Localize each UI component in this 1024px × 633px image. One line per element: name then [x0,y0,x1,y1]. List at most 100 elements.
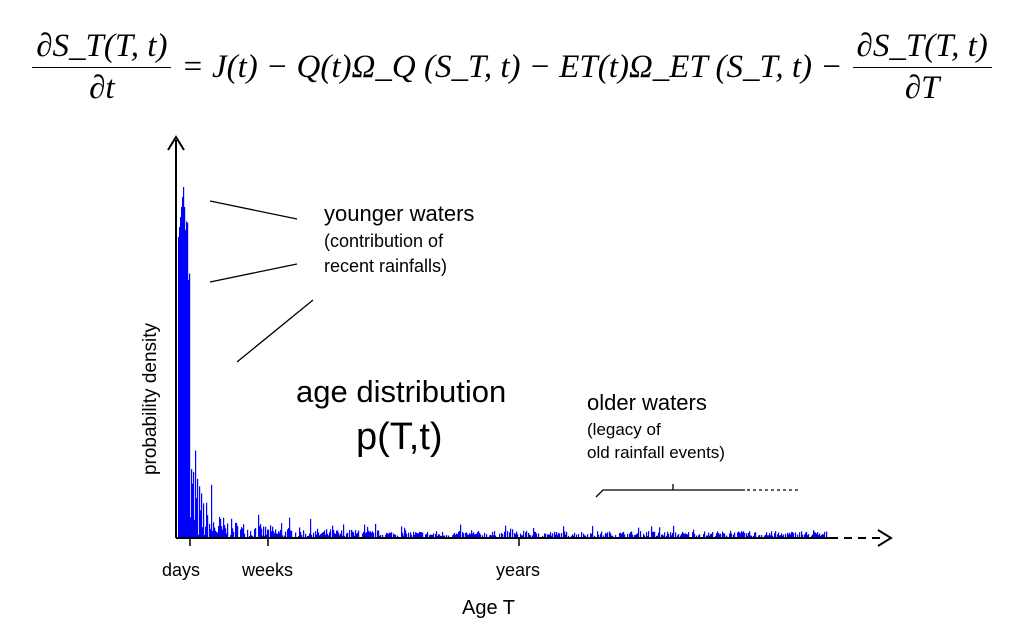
distribution-bar [504,531,506,537]
distribution-bar [193,471,195,537]
distribution-bar [280,529,282,537]
distribution-bar [311,534,313,537]
distribution-bar [477,532,479,537]
distribution-bar [279,532,281,537]
distribution-bar [804,534,806,537]
rhs-numerator: ∂S_T(T, t) [852,28,992,68]
distribution-bar [770,535,772,537]
distribution-bar [741,531,743,537]
distribution-bar [310,519,312,537]
distribution-bar [795,532,797,537]
distribution-bar [354,535,356,537]
distribution-bar [231,518,233,537]
distribution-bar [343,524,345,537]
distribution-bar [403,535,405,537]
distribution-bar [471,530,473,537]
distribution-bar [179,227,181,537]
distribution-bar [710,534,712,537]
distribution-bar [568,535,570,537]
distribution-bar [765,534,767,537]
distribution-bar [201,493,203,537]
distribution-bar [566,531,568,537]
distribution-bar [620,532,622,537]
distribution-bar [222,529,224,537]
distribution-bar [243,524,245,537]
distribution-bar [606,533,608,537]
distribution-bar [768,535,770,537]
distribution-bar [647,535,649,537]
distribution-bar [764,535,766,537]
distribution-bar [791,531,793,537]
distribution-bar [820,535,822,537]
distribution-bar [709,535,711,537]
distribution-bar [826,531,828,537]
distribution-bar [395,534,397,537]
distribution-bar [563,526,565,537]
distribution-bar [287,529,289,537]
distribution-bar [797,534,799,537]
distribution-bar [819,533,821,537]
distribution-bar [630,532,632,537]
distribution-bar [458,531,460,537]
distribution-bar [523,530,525,537]
distribution-bar [590,533,592,537]
distribution-bar [439,534,441,537]
distribution-bar [207,515,209,537]
distribution-bar [748,532,750,537]
distribution-bar [346,533,348,537]
tick-label-days: days [162,560,201,580]
x-axis-label: Age T [462,597,515,619]
distribution-bar [662,534,664,537]
distribution-bar [369,531,371,537]
younger-waters-sub1: (contribution of [324,231,444,251]
distribution-bar [738,531,740,537]
distribution-bar [259,526,261,537]
distribution-bar [421,532,423,537]
distribution-bar [356,533,358,537]
distribution-bar [367,526,369,537]
distribution-bar [479,533,481,537]
distribution-bar [262,535,264,537]
distribution-bar [217,532,219,537]
distribution-bar [340,533,342,537]
distribution-bar [790,534,792,537]
distribution-bar [402,532,404,537]
distribution-bar [443,535,445,537]
distribution-bar [338,532,340,537]
distribution-bar [475,534,477,537]
distribution-bar [364,524,366,537]
distribution-bar [772,535,774,537]
distribution-bar [767,535,769,537]
distribution-bar [482,535,484,537]
distribution-bar [436,531,438,537]
distribution-bar [612,535,614,537]
distribution-bar [675,532,677,537]
distribution-bar [255,528,257,537]
distribution-bar [687,534,689,537]
distribution-bar [610,533,612,537]
distribution-bar [377,530,379,537]
distribution-bar [408,532,410,537]
distribution-bar [644,535,646,537]
distribution-bar [605,532,607,537]
distribution-bar [619,533,621,537]
distribution-bar [274,533,276,537]
distribution-bar [221,526,223,537]
distribution-bar [755,532,757,537]
distribution-bar [437,535,439,537]
distribution-bar [276,533,278,537]
distribution-bar [574,532,576,537]
distribution-bar [388,533,390,537]
distribution-bar [378,530,380,537]
distribution-bar [241,527,243,537]
distribution-bar [673,525,675,537]
distribution-bar [325,534,327,537]
distribution-bar [740,533,742,537]
distribution-bar [233,531,235,537]
y-axis-arrow-icon [167,135,185,151]
distribution-bar [183,187,185,537]
distribution-bar [211,484,213,537]
distribution-bar [366,532,368,537]
distribution-bar [507,531,509,537]
distribution-bar [818,535,820,537]
